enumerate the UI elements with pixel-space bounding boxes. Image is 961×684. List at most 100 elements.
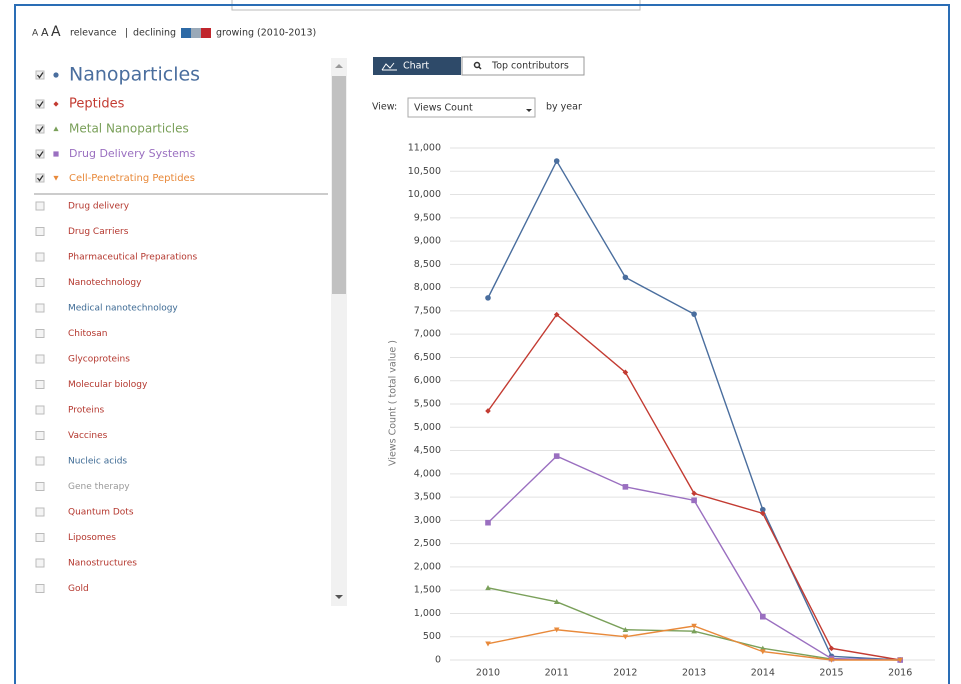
view-select[interactable] bbox=[407, 97, 536, 118]
checkbox[interactable] bbox=[35, 482, 45, 491]
chart-icon bbox=[381, 62, 397, 71]
checkbox[interactable] bbox=[35, 533, 45, 542]
topic-label[interactable]: Gold bbox=[68, 584, 89, 594]
checkbox[interactable] bbox=[35, 329, 45, 338]
point bbox=[485, 585, 491, 591]
legend-label[interactable]: Peptides bbox=[69, 97, 125, 112]
y-tick-label: 2,500 bbox=[414, 538, 441, 549]
y-tick-label: 4,000 bbox=[414, 468, 441, 479]
checkbox[interactable] bbox=[35, 584, 45, 593]
series-line bbox=[487, 313, 901, 661]
y-tick-label: 3,500 bbox=[414, 492, 441, 503]
tab-contributors-label[interactable]: Top contributors bbox=[491, 61, 569, 72]
scroll-down[interactable] bbox=[335, 595, 343, 599]
y-tick-label: 0 bbox=[435, 655, 441, 666]
scroll-thumb[interactable] bbox=[332, 76, 346, 294]
checkbox[interactable] bbox=[35, 558, 45, 568]
y-tick-label: 9,500 bbox=[414, 212, 441, 223]
topic-label[interactable]: Gene therapy bbox=[68, 482, 130, 492]
y-tick-label: 1,000 bbox=[414, 608, 441, 619]
legend-label[interactable]: Metal Nanoparticles bbox=[69, 122, 189, 136]
checkbox[interactable] bbox=[35, 431, 45, 440]
point bbox=[622, 274, 629, 281]
declining[interactable]: declining bbox=[133, 28, 176, 39]
checkbox[interactable] bbox=[35, 201, 45, 211]
y-tick-label: 5,500 bbox=[414, 399, 441, 410]
topic-label[interactable]: Pharmaceutical Preparations bbox=[68, 253, 198, 263]
topic-label[interactable]: Nanotechnology bbox=[68, 278, 142, 288]
view-value[interactable]: Views Count bbox=[414, 103, 473, 114]
legend-marker bbox=[53, 151, 59, 157]
point bbox=[553, 453, 560, 459]
point bbox=[485, 519, 491, 526]
size-large[interactable]: A bbox=[51, 24, 61, 40]
y-tick-label: 8,000 bbox=[414, 282, 441, 293]
frame bbox=[14, 4, 950, 684]
checkbox[interactable] bbox=[35, 303, 45, 313]
size-small[interactable]: A bbox=[32, 29, 39, 39]
checkbox[interactable] bbox=[35, 278, 45, 287]
tab-contributors[interactable] bbox=[461, 56, 585, 76]
point bbox=[760, 506, 766, 513]
relevance[interactable]: relevance bbox=[70, 28, 117, 39]
y-tick-label: 10,500 bbox=[408, 166, 441, 177]
topic-label[interactable]: Quantum Dots bbox=[68, 508, 134, 518]
topic-label[interactable]: Proteins bbox=[68, 406, 105, 416]
topic-label[interactable]: Drug delivery bbox=[68, 202, 130, 212]
point bbox=[760, 645, 766, 651]
checkbox[interactable] bbox=[35, 99, 45, 109]
legend-label[interactable]: Drug Delivery Systems bbox=[69, 147, 196, 160]
swatch bbox=[191, 28, 201, 38]
checkmark bbox=[36, 101, 44, 108]
y-tick-label: 6,000 bbox=[414, 375, 441, 386]
swatch bbox=[181, 28, 191, 38]
point bbox=[691, 497, 697, 504]
point bbox=[553, 599, 560, 605]
topic-label[interactable]: Drug Carriers bbox=[68, 227, 129, 237]
checkbox[interactable] bbox=[35, 252, 45, 262]
point bbox=[760, 510, 766, 517]
legend-label[interactable]: Nanoparticles bbox=[69, 64, 200, 86]
x-tick-label: 2016 bbox=[888, 668, 912, 679]
y-tick-label: 5,000 bbox=[414, 422, 441, 433]
topic-label[interactable]: Chitosan bbox=[68, 329, 107, 339]
size-medium[interactable]: A bbox=[41, 26, 49, 39]
checkbox[interactable] bbox=[35, 149, 45, 159]
topic-label[interactable]: Nucleic acids bbox=[68, 457, 127, 467]
x-tick-label: 2010 bbox=[476, 668, 500, 679]
tab-chart-label[interactable]: Chart bbox=[403, 61, 429, 72]
topic-label[interactable]: Medical nanotechnology bbox=[68, 304, 178, 314]
topic-label[interactable]: Vaccines bbox=[68, 431, 108, 441]
checkbox[interactable] bbox=[35, 380, 45, 389]
series-line bbox=[487, 159, 901, 661]
legend-label[interactable]: Cell-Penetrating Peptides bbox=[69, 173, 195, 184]
view-suffix: by year bbox=[546, 102, 582, 113]
y-tick-label: 500 bbox=[423, 631, 441, 642]
topic-label[interactable]: Molecular biology bbox=[68, 380, 148, 390]
checkbox[interactable] bbox=[35, 354, 45, 364]
point bbox=[760, 613, 766, 620]
point bbox=[828, 645, 835, 652]
checkmark bbox=[36, 126, 44, 133]
checkbox[interactable] bbox=[35, 124, 45, 134]
point bbox=[622, 634, 629, 640]
y-tick-label: 11,000 bbox=[408, 143, 441, 154]
checkbox[interactable] bbox=[35, 173, 45, 183]
checkbox[interactable] bbox=[35, 456, 45, 466]
checkbox[interactable] bbox=[35, 405, 45, 415]
checkbox[interactable] bbox=[35, 227, 45, 236]
topic-label[interactable]: Liposomes bbox=[68, 533, 116, 543]
scroll-up[interactable] bbox=[335, 64, 343, 68]
topic-label[interactable]: Glycoproteins bbox=[68, 355, 130, 365]
x-tick-label: 2014 bbox=[751, 668, 775, 679]
point bbox=[622, 484, 629, 490]
checkbox[interactable] bbox=[35, 507, 45, 517]
topic-label[interactable]: Nanostructures bbox=[68, 559, 137, 569]
legend-marker bbox=[53, 101, 59, 107]
y-axis-label: Views Count ( total value ) bbox=[388, 340, 399, 466]
growing[interactable]: growing (2010-2013) bbox=[216, 28, 316, 39]
x-tick-label: 2013 bbox=[682, 668, 706, 679]
checkbox[interactable] bbox=[35, 70, 45, 80]
point bbox=[691, 623, 697, 629]
